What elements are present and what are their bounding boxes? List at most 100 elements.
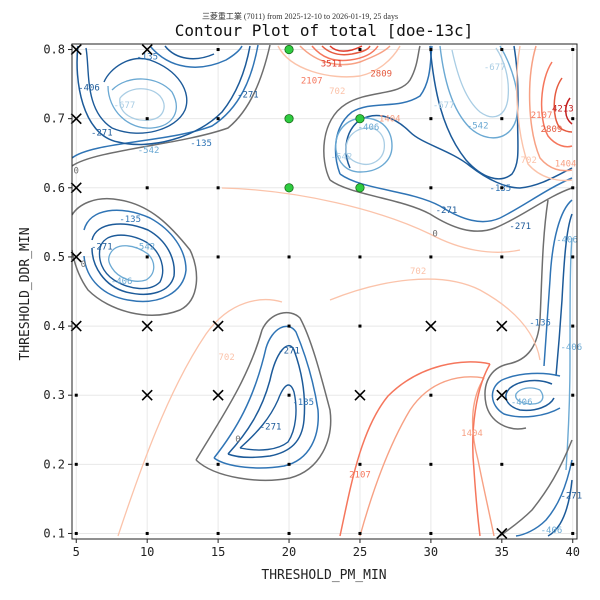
point-best-marker bbox=[355, 114, 365, 124]
contour-label: -406 bbox=[111, 277, 133, 287]
contour-label: -271 bbox=[91, 243, 113, 253]
x-tick-label: 40 bbox=[566, 545, 580, 559]
sample-points bbox=[70, 43, 575, 540]
point-dot-marker bbox=[287, 324, 291, 328]
contour-label: 702 bbox=[218, 353, 234, 363]
contour-label: 2107 bbox=[349, 471, 371, 481]
contour-0 bbox=[71, 44, 271, 167]
x-tick-label: 10 bbox=[140, 545, 154, 559]
point-dot-marker bbox=[287, 393, 291, 397]
contour-label: -406 bbox=[556, 236, 578, 246]
point-dot-marker bbox=[571, 393, 575, 397]
point-x-marker bbox=[70, 43, 82, 56]
contour-label: 0 bbox=[74, 167, 79, 177]
contour-label: -677 bbox=[114, 101, 136, 111]
contour-label: -271 bbox=[436, 206, 458, 216]
contour-label: -677 bbox=[484, 63, 506, 73]
contour-lines bbox=[71, 44, 573, 537]
contour-label: -406 bbox=[358, 123, 380, 133]
point-dot-marker bbox=[571, 255, 575, 259]
point-dot-marker bbox=[429, 48, 433, 52]
grid bbox=[72, 44, 577, 539]
point-dot-marker bbox=[216, 117, 220, 121]
contour-label: 2809 bbox=[541, 125, 563, 135]
point-x-marker bbox=[70, 320, 82, 332]
point-dot-marker bbox=[571, 48, 575, 52]
contour-label: 0 bbox=[235, 435, 240, 445]
contour-label: -677 bbox=[433, 101, 455, 111]
point-dot-marker bbox=[358, 324, 362, 328]
point-dot-marker bbox=[287, 462, 291, 466]
point-dot-marker bbox=[358, 462, 362, 466]
point-dot-marker bbox=[500, 255, 504, 259]
point-x-marker bbox=[496, 320, 508, 332]
contour-label: -271 bbox=[260, 422, 282, 432]
contour-neg-677 bbox=[119, 88, 165, 121]
point-x-marker bbox=[141, 43, 153, 56]
contour-label: -542 bbox=[134, 243, 156, 253]
contour-label: 702 bbox=[410, 267, 426, 277]
y-tick-label: 0.3 bbox=[43, 388, 65, 402]
contour-label: -271 bbox=[509, 222, 531, 232]
point-dot-marker bbox=[500, 186, 504, 190]
point-x-marker bbox=[141, 389, 153, 401]
point-dot-marker bbox=[429, 462, 433, 466]
point-dot-marker bbox=[571, 186, 575, 190]
contour-label: -406 bbox=[560, 343, 582, 353]
point-best-marker bbox=[284, 44, 294, 55]
point-dot-marker bbox=[216, 48, 220, 52]
contour-neg-271 bbox=[76, 45, 251, 146]
point-dot-marker bbox=[358, 531, 362, 535]
point-dot-marker bbox=[571, 117, 575, 121]
point-x-marker bbox=[141, 320, 153, 332]
point-dot-marker bbox=[500, 117, 504, 121]
point-dot-marker bbox=[571, 324, 575, 328]
point-x-marker bbox=[212, 320, 224, 332]
point-dot-marker bbox=[74, 531, 78, 535]
contour-label: 0 bbox=[81, 260, 86, 270]
point-dot-marker bbox=[216, 462, 220, 466]
contour-label: -135 bbox=[119, 215, 141, 225]
contour-label: -135 bbox=[529, 319, 551, 329]
contour-label: 0 bbox=[432, 229, 437, 239]
contour-labels: -135 -406 -677 -271 -542 -135 -271 0 -135 -271 -54… bbox=[74, 52, 583, 536]
point-dot-marker bbox=[74, 462, 78, 466]
point-dot-marker bbox=[216, 186, 220, 190]
point-x-marker bbox=[70, 182, 82, 194]
y-axis-label: THRESHOLD_DDR_MIN bbox=[18, 227, 33, 360]
contour-label: -406 bbox=[541, 526, 563, 536]
plot-frame bbox=[71, 43, 578, 540]
contour-label: 702 bbox=[521, 156, 537, 166]
y-tick-label: 0.1 bbox=[43, 526, 65, 540]
point-dot-marker bbox=[287, 531, 291, 535]
point-best-marker bbox=[284, 183, 294, 193]
point-dot-marker bbox=[145, 186, 149, 190]
point-dot-marker bbox=[429, 393, 433, 397]
contour-label: -406 bbox=[511, 398, 533, 408]
contour-neg-406 bbox=[85, 47, 188, 134]
contour-neg-542 bbox=[107, 78, 177, 129]
point-dot-marker bbox=[358, 48, 362, 52]
point-dot-marker bbox=[216, 255, 220, 259]
point-x-marker bbox=[70, 113, 82, 125]
contour-label: 1404 bbox=[461, 429, 483, 439]
point-dot-marker bbox=[429, 255, 433, 259]
contour-label: -542 bbox=[467, 122, 489, 132]
contour-label: -271 bbox=[560, 491, 582, 501]
point-dot-marker bbox=[571, 531, 575, 535]
point-best-marker bbox=[355, 183, 365, 193]
point-x-marker bbox=[496, 389, 508, 401]
contour-label: 702 bbox=[329, 87, 345, 97]
point-dot-marker bbox=[74, 393, 78, 397]
y-tick-label: 0.7 bbox=[43, 112, 65, 126]
contour-neg-135 bbox=[71, 44, 259, 159]
x-axis-label: THRESHOLD_PM_MIN bbox=[261, 568, 386, 583]
contour-label: -135 bbox=[136, 52, 158, 62]
x-axis-ticks: 5 10 15 20 25 30 35 40 bbox=[73, 539, 580, 559]
point-x-marker bbox=[425, 320, 437, 332]
point-x-marker bbox=[496, 527, 508, 540]
y-tick-label: 0.4 bbox=[43, 319, 65, 333]
y-axis-ticks: 0.1 0.2 0.3 0.4 0.5 0.6 0.7 0.8 bbox=[43, 43, 72, 540]
contour-label: -135 bbox=[190, 139, 212, 149]
